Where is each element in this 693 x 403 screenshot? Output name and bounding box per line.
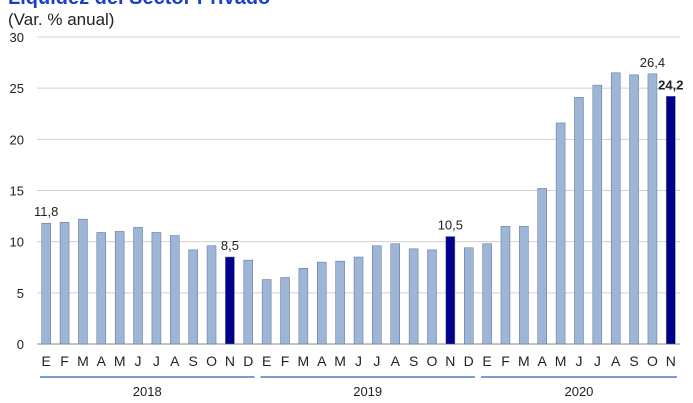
bar: [574, 97, 584, 345]
data-label: 24,2: [658, 77, 683, 92]
x-tick-label: A: [611, 353, 621, 369]
bar: [188, 249, 198, 345]
bar: [519, 226, 529, 345]
bar: [353, 256, 364, 345]
bar: [390, 243, 400, 345]
chart-subtitle: (Var. % anual): [8, 10, 114, 29]
bar: [463, 247, 474, 345]
bar: [280, 277, 290, 345]
bar: [133, 227, 143, 345]
bar: [225, 256, 235, 345]
x-tick-label: M: [298, 353, 310, 369]
x-tick-label: D: [464, 353, 474, 369]
x-tick-label: E: [262, 353, 271, 369]
bar: [647, 73, 658, 345]
x-tick-label: O: [427, 353, 438, 369]
bar: [243, 259, 254, 345]
x-tick-label: N: [225, 353, 235, 369]
bar: [666, 96, 676, 345]
x-tick-label: O: [647, 353, 658, 369]
bar: [629, 74, 639, 345]
bar: [96, 232, 107, 345]
x-tick-label: J: [373, 353, 380, 369]
bar: [537, 188, 547, 345]
group-label: 2018: [133, 384, 162, 399]
x-tick-label: M: [334, 353, 346, 369]
data-label: 8,5: [221, 238, 239, 253]
x-tick-label: S: [629, 353, 638, 369]
y-tick-label: 25: [10, 81, 24, 96]
y-tick-label: 10: [10, 235, 24, 250]
x-tick-label: J: [355, 353, 362, 369]
bar: [610, 72, 621, 345]
y-tick-label: 15: [10, 184, 24, 199]
bar: [555, 122, 566, 345]
x-tick-label: J: [594, 353, 601, 369]
x-tick-label: J: [135, 353, 142, 369]
group-label: 2020: [564, 384, 593, 399]
bar: [151, 232, 162, 345]
x-tick-label: A: [391, 353, 401, 369]
bar: [59, 221, 70, 345]
x-tick-label: S: [188, 353, 197, 369]
x-tick-label: F: [501, 353, 510, 369]
bar: [114, 231, 125, 345]
x-tick-label: E: [42, 353, 51, 369]
bar: [408, 248, 419, 345]
x-tick-label: A: [317, 353, 327, 369]
x-tick-label: A: [97, 353, 107, 369]
x-tick-label: J: [153, 353, 160, 369]
x-tick-label: A: [170, 353, 180, 369]
bar: [592, 84, 603, 345]
data-label: 26,4: [640, 55, 665, 70]
x-tick-label: O: [206, 353, 217, 369]
x-tick-label: S: [409, 353, 418, 369]
data-label: 10,5: [438, 218, 463, 233]
y-tick-label: 5: [17, 286, 24, 301]
x-tick-label: M: [555, 353, 567, 369]
bar: [206, 245, 217, 345]
x-tick-label: A: [538, 353, 548, 369]
bar: [427, 249, 437, 345]
bar: [372, 245, 382, 345]
bar: [170, 235, 180, 345]
bar: [317, 261, 327, 345]
x-tick-label: J: [575, 353, 582, 369]
y-tick-label: 0: [17, 337, 24, 352]
x-tick-label: D: [243, 353, 253, 369]
x-tick-label: N: [445, 353, 455, 369]
y-tick-label: 20: [10, 132, 24, 147]
x-tick-label: M: [114, 353, 126, 369]
chart-title: Liquidez del Sector Privado: [8, 0, 270, 9]
x-tick-label: F: [60, 353, 69, 369]
bar: [298, 268, 309, 345]
bar: [261, 279, 272, 345]
data-label: 11,8: [34, 204, 58, 219]
bar: [78, 218, 88, 345]
bar: [335, 260, 345, 345]
bar: [482, 243, 492, 345]
x-tick-label: N: [666, 353, 676, 369]
x-tick-label: E: [482, 353, 491, 369]
bar: [41, 222, 51, 345]
y-tick-label: 30: [10, 30, 24, 45]
bar: [445, 236, 456, 345]
x-tick-label: M: [518, 353, 530, 369]
bar: [500, 226, 511, 345]
group-label: 2019: [353, 384, 382, 399]
x-tick-label: M: [77, 353, 89, 369]
x-tick-label: F: [281, 353, 290, 369]
